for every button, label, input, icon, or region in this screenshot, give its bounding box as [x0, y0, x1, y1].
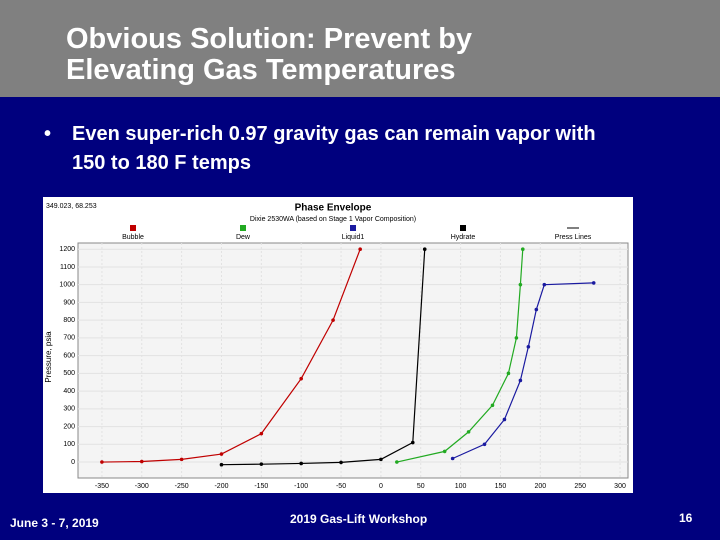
data-point [259, 462, 264, 466]
x-tick-label: 100 [455, 483, 467, 490]
data-point [100, 460, 104, 464]
bullet-text: Even super-rich 0.97 gravity gas can rem… [72, 123, 596, 174]
x-tick-label: 50 [417, 483, 425, 490]
y-tick-label: 700 [63, 335, 75, 342]
x-tick-label: -250 [175, 483, 189, 490]
data-point [490, 403, 495, 408]
y-tick-label: 600 [63, 352, 75, 359]
bullet-dot: • [44, 123, 52, 145]
x-tick-label: -50 [336, 483, 346, 490]
legend-label: Liquid1 [342, 234, 365, 241]
legend-label: Bubble [122, 234, 144, 241]
y-tick-label: 500 [63, 370, 75, 377]
chart: 349.023, 68.253 Phase Envelope Dixie 253… [43, 197, 633, 493]
y-tick-label: 800 [63, 317, 75, 324]
slide-title: Obvious Solution: Prevent by Elevating G… [66, 23, 473, 86]
data-point [219, 462, 224, 467]
data-point [179, 457, 184, 462]
legend-marker [130, 225, 136, 231]
legend-marker [460, 225, 466, 231]
plot-area [77, 242, 629, 479]
x-tick-label: 150 [495, 483, 507, 490]
series-line [396, 249, 524, 463]
data-point [259, 431, 264, 436]
chart-subtitle: Dixie 2530WA (based on Stage 1 Vapor Com… [250, 216, 416, 223]
data-point [450, 456, 455, 461]
x-tick-label: -100 [294, 483, 308, 490]
y-tick-label: 1000 [59, 282, 75, 289]
data-point [299, 461, 303, 466]
x-tick-label: 0 [379, 483, 383, 490]
legend-label: Press Lines [555, 234, 592, 241]
bullet: • Even super-rich 0.97 gravity gas can re… [44, 120, 632, 178]
data-point [339, 460, 343, 465]
title-bar [0, 0, 720, 97]
data-point [518, 282, 523, 287]
x-tick-label: -350 [95, 483, 109, 490]
y-tick-label: 1200 [59, 246, 75, 253]
data-point [219, 452, 224, 456]
data-point [542, 282, 547, 287]
data-point [442, 449, 447, 454]
x-tick-label: -150 [254, 483, 268, 490]
series-line [101, 248, 361, 463]
readout: 349.023, 68.253 [46, 203, 97, 210]
y-tick-label: 400 [63, 388, 75, 395]
footer-date: June 3 - 7, 2019 [10, 516, 99, 530]
data-point [526, 344, 531, 349]
legend-label: Dew [236, 234, 251, 241]
chart-title: Phase Envelope [295, 203, 372, 214]
data-point [422, 247, 427, 252]
data-point [466, 430, 471, 434]
data-point [514, 336, 519, 340]
footer-event: 2019 Gas-Lift Workshop [290, 512, 428, 526]
data-point [502, 417, 507, 422]
y-tick-label: 1100 [60, 264, 75, 271]
data-point [379, 457, 383, 462]
y-axis-label: Pressure, psia [44, 331, 53, 383]
data-point [534, 307, 539, 312]
data-point [331, 318, 335, 322]
y-tick-label: 200 [63, 423, 75, 430]
data-point [520, 247, 525, 252]
legend-marker [240, 225, 246, 231]
x-tick-label: 200 [534, 483, 546, 490]
data-point [358, 247, 362, 252]
series-line [452, 282, 594, 460]
y-tick-label: 300 [63, 406, 75, 413]
x-tick-label: -300 [135, 483, 149, 490]
data-point [395, 460, 399, 464]
page-number: 16 [679, 511, 693, 525]
legend-marker [350, 225, 356, 231]
y-tick-label: 100 [63, 441, 75, 448]
data-point [591, 281, 596, 285]
x-tick-label: -200 [214, 483, 228, 490]
data-point [410, 440, 415, 445]
data-point [506, 371, 511, 376]
data-point [139, 459, 144, 464]
data-point [518, 378, 523, 383]
data-point [299, 376, 303, 381]
x-tick-label: 300 [614, 483, 626, 490]
x-tick-label: 250 [574, 483, 586, 490]
y-tick-label: 900 [63, 299, 75, 306]
data-point [482, 442, 487, 447]
legend-label: Hydrate [451, 234, 476, 241]
y-tick-label: 0 [71, 459, 75, 466]
